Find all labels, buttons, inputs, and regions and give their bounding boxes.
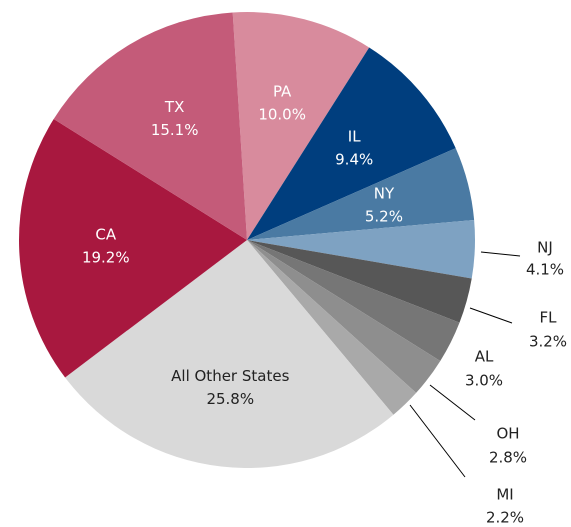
- pie-slice: [247, 240, 472, 323]
- slice-label: PA: [273, 83, 292, 101]
- pie-slice: [247, 240, 460, 361]
- pie-slice: [247, 240, 441, 393]
- slice-value-label: 19.2%: [82, 249, 130, 267]
- pie-slice: [247, 148, 475, 240]
- pie-slice: [18, 119, 248, 378]
- pie-slice: [232, 12, 370, 241]
- pie-slice: [247, 240, 417, 415]
- slice-label: TX: [164, 98, 184, 116]
- slice-label: All Other States: [171, 367, 289, 385]
- slice-label: CA: [95, 226, 116, 244]
- slice-value-label: 15.1%: [151, 121, 199, 139]
- leader-line: [409, 404, 466, 478]
- slice-value-label: 3.2%: [529, 333, 567, 351]
- slice-value-label: 2.2%: [486, 509, 524, 527]
- pie-slice: [247, 219, 475, 279]
- slice-label: NY: [374, 184, 395, 202]
- slice-label: NJ: [537, 239, 553, 257]
- pie-slice: [65, 240, 394, 468]
- leader-line: [469, 307, 513, 324]
- slice-value-label: 2.8%: [489, 449, 527, 467]
- slice-value-label: 5.2%: [365, 207, 403, 225]
- leader-line: [429, 384, 476, 421]
- pie-slice: [247, 47, 456, 241]
- slice-label: IL: [348, 127, 361, 145]
- slice-value-label: 10.0%: [258, 106, 306, 124]
- slice-label: AL: [475, 348, 494, 366]
- slice-value-label: 9.4%: [335, 150, 373, 168]
- slice-label: FL: [540, 309, 558, 327]
- leader-line: [480, 251, 521, 257]
- slice-label: OH: [496, 425, 519, 443]
- slice-value-label: 25.8%: [206, 390, 254, 408]
- slice-label: MI: [496, 486, 513, 504]
- slice-value-label: 4.1%: [526, 261, 564, 279]
- slice-value-label: 3.0%: [465, 372, 503, 390]
- pie-slice: [53, 12, 247, 241]
